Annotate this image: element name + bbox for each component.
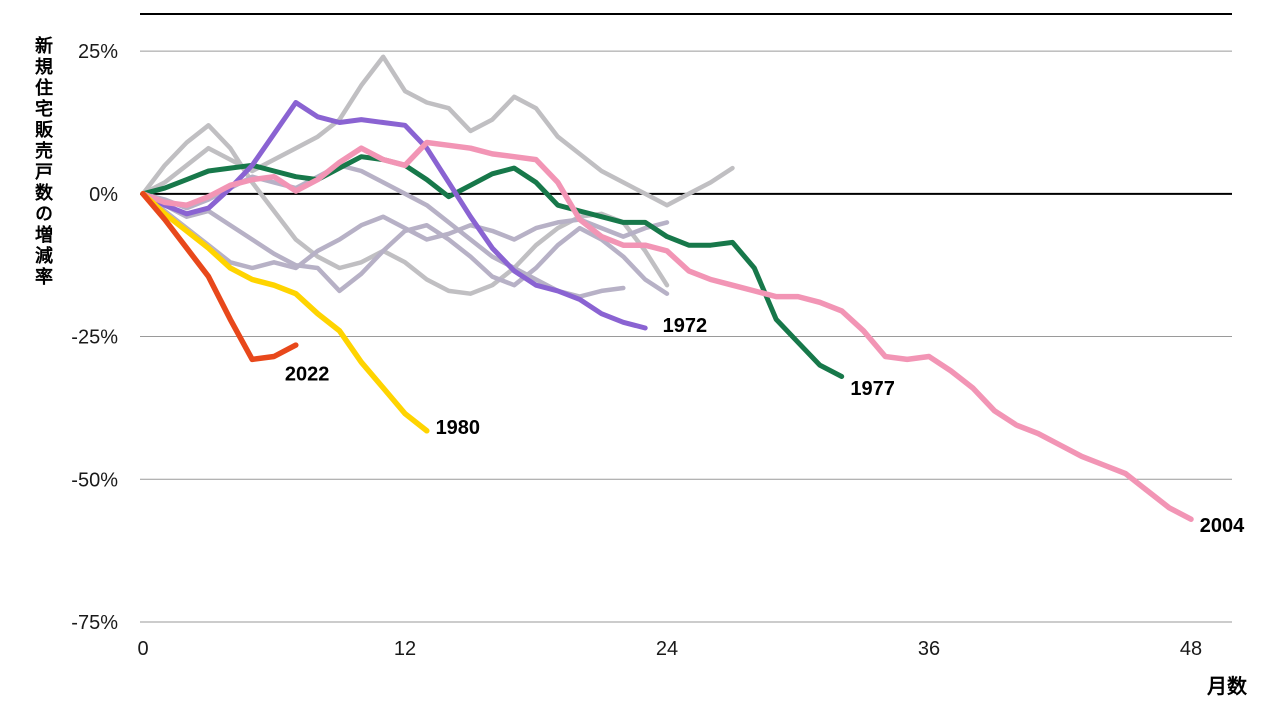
y-axis-title: 新規住宅販売戸数の増減率 (33, 36, 53, 288)
x-tick-label-24: 24 (656, 638, 678, 660)
x-axis-title: 月数 (1207, 676, 1247, 698)
series-1977-line (140, 154, 845, 379)
series-1972-label: 1972 (663, 315, 708, 337)
x-tick-label-36: 36 (918, 638, 940, 660)
series-gray-4-line (140, 191, 670, 296)
x-tick-label-12: 12 (394, 638, 416, 660)
series-2004-line (140, 139, 1194, 522)
x-tick-label-0: 0 (137, 638, 148, 660)
series-1977-label: 1977 (850, 378, 895, 400)
x-tick-label-48: 48 (1180, 638, 1202, 660)
series-2022-label: 2022 (285, 364, 330, 386)
series-1972-line (140, 100, 648, 331)
y-tick-label--75: -75% (71, 612, 118, 634)
series-1980-line (140, 191, 430, 434)
y-tick-label--50: -50% (71, 469, 118, 491)
series-2004-label: 2004 (1200, 515, 1245, 537)
series-gray-2-line (140, 123, 670, 296)
series-2022-line (140, 191, 299, 363)
y-tick-label-0: 0% (89, 184, 118, 206)
y-tick-label-25: 25% (78, 41, 118, 63)
y-tick-label--25: -25% (71, 327, 118, 349)
series-1980-label: 1980 (436, 417, 481, 439)
